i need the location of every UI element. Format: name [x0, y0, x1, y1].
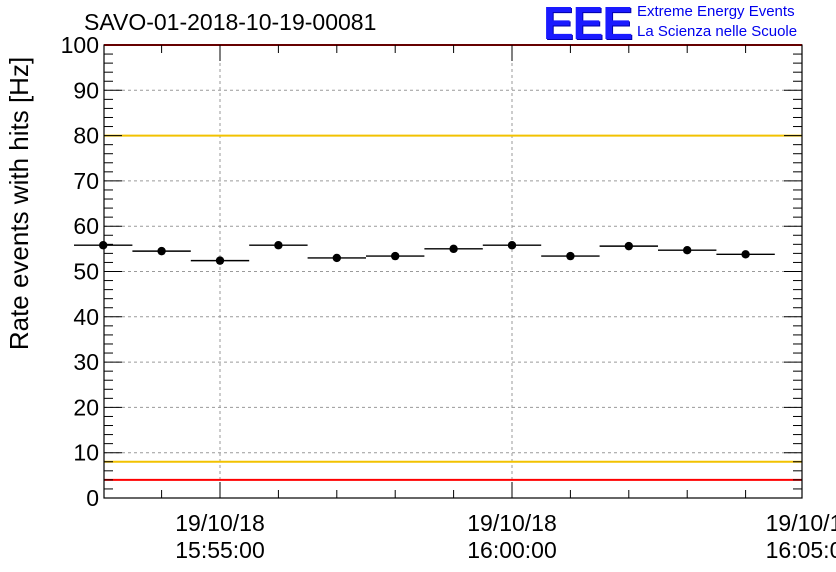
y-tick-label: 90 — [73, 77, 99, 103]
y-tick-label: 50 — [73, 259, 99, 285]
logo-line-1: Extreme Energy Events — [637, 3, 795, 20]
data-point — [624, 241, 633, 251]
data-point — [449, 244, 458, 254]
chart-title: SAVO-01-2018-10-19-00081 — [84, 9, 377, 35]
data-point — [332, 253, 341, 263]
x-tick-label-time: 16:05:0 — [766, 537, 836, 563]
eee-logo-mark: EEE — [543, 0, 633, 49]
data-point — [391, 251, 400, 261]
y-tick-label: 60 — [73, 213, 99, 239]
y-tick-label: 100 — [61, 32, 99, 58]
logo-line-2: La Scienza nelle Scuole — [637, 23, 798, 40]
y-tick-label: 30 — [73, 349, 99, 375]
y-tick-label: 40 — [73, 304, 99, 330]
data-point — [274, 241, 283, 250]
y-axis-label: Rate events with hits [Hz] — [4, 57, 34, 350]
x-tick-label-date: 19/10/18 — [175, 510, 265, 536]
y-tick-label: 70 — [73, 168, 99, 194]
data-point — [566, 251, 575, 261]
data-point — [741, 250, 750, 259]
data-point — [99, 241, 108, 250]
y-tick-label: 0 — [86, 485, 99, 511]
data-point — [683, 246, 692, 255]
x-tick-label-time: 16:00:00 — [467, 537, 557, 563]
x-tick-label-date: 19/10/18 — [467, 510, 557, 536]
eee-logo: EEE Extreme Energy Events La Scienza nel… — [543, 0, 833, 46]
data-point — [157, 246, 166, 256]
y-tick-label: 20 — [73, 394, 99, 420]
data-point — [215, 256, 225, 265]
y-tick-label: 80 — [73, 123, 99, 149]
x-tick-label-date: 19/10/1 — [766, 510, 836, 536]
data-point — [507, 241, 517, 250]
y-tick-label: 10 — [73, 440, 99, 466]
x-tick-label-time: 15:55:00 — [175, 537, 265, 563]
